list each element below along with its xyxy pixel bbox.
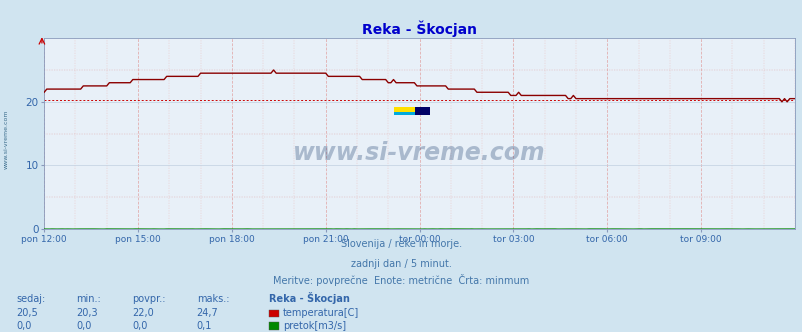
Text: zadnji dan / 5 minut.: zadnji dan / 5 minut. (350, 259, 452, 269)
Text: 0,1: 0,1 (196, 321, 212, 331)
Title: Reka - Škocjan: Reka - Škocjan (362, 21, 476, 37)
Text: pretok[m3/s]: pretok[m3/s] (282, 321, 346, 331)
Text: temperatura[C]: temperatura[C] (282, 308, 358, 318)
Text: 0,0: 0,0 (76, 321, 91, 331)
Text: 0,0: 0,0 (132, 321, 148, 331)
Text: povpr.:: povpr.: (132, 294, 166, 304)
Text: maks.:: maks.: (196, 294, 229, 304)
Text: 0,0: 0,0 (16, 321, 31, 331)
Bar (394, 112, 415, 115)
Text: 22,0: 22,0 (132, 308, 154, 318)
Text: Meritve: povprečne  Enote: metrične  Črta: minmum: Meritve: povprečne Enote: metrične Črta:… (273, 274, 529, 286)
Text: 20,5: 20,5 (16, 308, 38, 318)
Text: www.si-vreme.com: www.si-vreme.com (293, 141, 545, 165)
Text: Reka - Škocjan: Reka - Škocjan (269, 292, 350, 304)
Text: sedaj:: sedaj: (16, 294, 45, 304)
Text: min.:: min.: (76, 294, 101, 304)
Bar (394, 107, 415, 112)
Text: 20,3: 20,3 (76, 308, 98, 318)
Text: www.si-vreme.com: www.si-vreme.com (4, 110, 9, 169)
Text: Slovenija / reke in morje.: Slovenija / reke in morje. (341, 239, 461, 249)
Bar (415, 107, 429, 115)
Text: 24,7: 24,7 (196, 308, 218, 318)
